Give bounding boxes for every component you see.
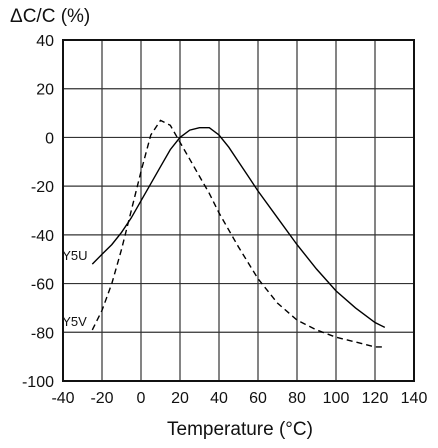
y-tick-label: -40: [31, 228, 54, 245]
x-tick-label: 20: [171, 390, 189, 407]
y-tick-label: 20: [36, 82, 54, 99]
x-tick-label: 140: [401, 390, 428, 407]
y-tick-label: -20: [31, 179, 54, 196]
y-axis-title: ΔC/C (%): [10, 6, 90, 27]
y-tick-label: -60: [31, 277, 54, 294]
x-tick-label: 100: [323, 390, 350, 407]
x-tick-label: 0: [137, 390, 146, 407]
y-tick-label: -80: [31, 325, 54, 342]
grid: [62, 39, 415, 382]
x-tick-labels: -40 -20 0 20 40 60 80 100 120 140: [51, 390, 427, 407]
y-tick-labels: 40 20 0 -20 -40 -60 -80 -100: [22, 33, 54, 391]
x-tick-label: 80: [288, 390, 306, 407]
x-tick-label: -40: [51, 390, 74, 407]
x-tick-label: -20: [90, 390, 113, 407]
series-label-y5u: Y5U: [62, 248, 87, 263]
x-tick-label: 120: [362, 390, 389, 407]
y-tick-label: 40: [36, 33, 54, 50]
x-tick-label: 40: [210, 390, 228, 407]
y-tick-label: -100: [22, 374, 54, 391]
y-tick-label: 0: [45, 130, 54, 147]
series-lines: [91, 119, 386, 348]
series-line-y5u: [91, 126, 386, 329]
x-tick-label: 60: [249, 390, 267, 407]
series-labels: Y5U Y5V: [62, 248, 87, 329]
x-axis-title: Temperature (°C): [167, 419, 313, 440]
series-line-y5v: [91, 119, 385, 348]
series-label-y5v: Y5V: [62, 314, 87, 329]
plot-frame: [62, 39, 415, 382]
